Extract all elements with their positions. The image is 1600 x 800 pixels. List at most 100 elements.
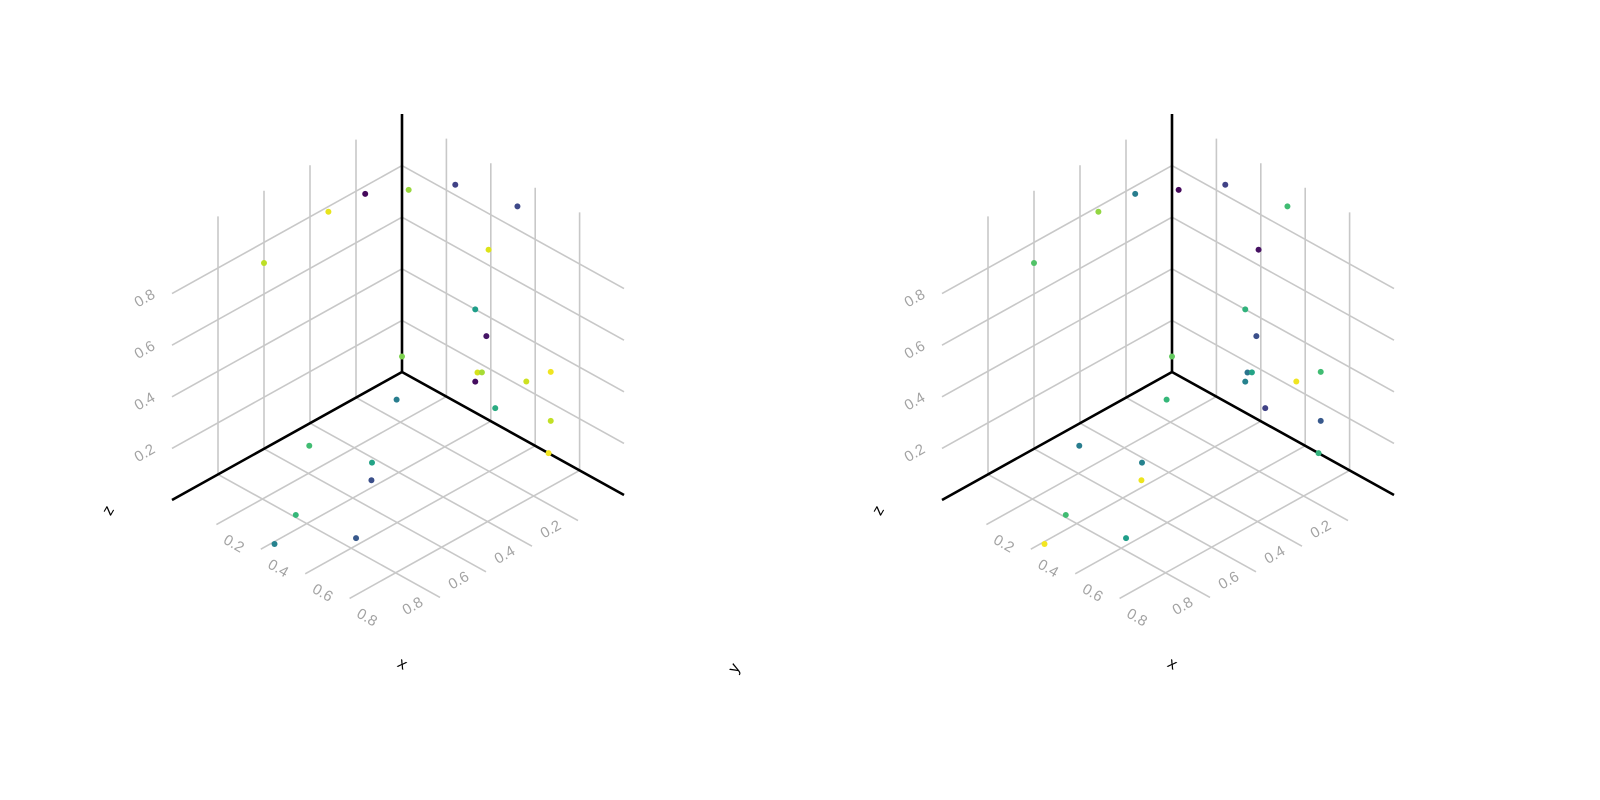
x-axis-label: x [395,655,410,674]
scatter-point [1293,378,1300,385]
floor-grid-y-1 [309,422,533,547]
floor-grid-x-1 [1030,420,1262,550]
scatter-point [1262,405,1269,412]
scatter-point [369,459,375,466]
y-tick-label: 0.8 [1170,594,1197,619]
y-tick-label: 0.8 [400,594,427,619]
floor-grid-x-3 [349,469,580,600]
y-axis-line [171,370,403,502]
scatter-point [472,306,479,313]
scatter-point [306,442,313,449]
x-tick-label: 0.2 [220,531,247,556]
y-tick-label: 0.4 [1262,543,1289,568]
scatter-point [1242,306,1249,313]
scatter-point [368,477,375,484]
scatter-point [545,450,552,457]
scatter3d-panel-right: 0.2 0.4 0.6 0.8 0.2 0.4 0.6 0.8 0.2 0.4 0.6 0.8 x y z [725,114,1395,676]
x-axis-line [401,370,625,497]
z-tick-label: 0.8 [902,286,929,311]
floor-grid-x-3 [1119,469,1350,600]
floor-grid-y-3 [217,473,441,599]
scatter-point [1242,378,1249,385]
scatter-point [523,378,530,385]
scatter-point [514,203,521,210]
scatter-point [1315,450,1322,457]
wall-yz-grid-z-1 [171,268,403,398]
scatter-point [1169,353,1175,360]
scatter-point [405,186,412,193]
scatter-point [1248,369,1255,376]
floor-grid-y-2 [1033,448,1257,573]
scatter-point [1244,369,1251,376]
z-tick-label: 0.6 [902,338,929,363]
floor-grid-y-0 [355,396,579,522]
scatter-point [1253,333,1260,340]
floor-grid-x-0 [216,395,447,526]
scatter-point [1255,246,1262,253]
scatter-point [1284,203,1291,210]
x-tick-label: 0.6 [1079,581,1106,606]
z-tick-label: 0.4 [902,389,929,414]
wall-xz-grid-z-2 [401,216,625,341]
floor-grid-x-2 [304,445,536,575]
scatter-point [1175,186,1182,193]
z-axis-label: z [99,503,118,518]
y-tick-label: 0.6 [446,568,473,593]
wall-xz-grid-z-3 [401,164,625,290]
scatter-point [362,190,369,197]
scatter-point [399,353,405,360]
floor-grid-y-3 [987,473,1211,599]
scatter-point [547,368,554,375]
y-axis-line [941,370,1173,502]
z-tick-label: 0.4 [132,389,159,414]
floor-grid-x-2 [1074,445,1306,575]
scatter-point [1041,541,1048,548]
floor-grid-y-0 [1125,396,1349,522]
scatter-point [353,535,360,542]
wall-yz-grid-z-3 [941,164,1173,295]
scatter-point [1062,511,1069,518]
z-tick-label: 0.2 [902,441,929,466]
x-axis-label: x [1165,655,1180,674]
scatter-point [1076,442,1083,449]
scatter-point [1138,477,1145,484]
scatter-point [1132,190,1139,197]
wall-yz-grid-z-1 [941,268,1173,398]
x-axis-line [1171,370,1395,497]
x-tick-label: 0.2 [990,531,1017,556]
scatter-point [393,396,400,403]
scatter-point [261,260,267,267]
wall-yz-grid-z-3 [171,164,403,295]
y-tick-label: 0.2 [1308,517,1335,542]
wall-xz-grid-z-0 [1171,319,1395,445]
x-tick-label: 0.4 [265,556,292,581]
x-tick-label: 0.6 [309,581,336,606]
scatter-point [1031,260,1037,267]
scatter-point [1222,181,1229,188]
z-axis-label: z [869,503,888,518]
y-tick-label: 0.6 [1216,568,1243,593]
wall-xz-grid-z-2 [1171,216,1395,341]
scatter-point [492,405,499,412]
scatter-point [1123,535,1130,542]
scatter-point [483,333,490,340]
scatter-point [1163,396,1170,403]
wall-yz-grid-z-2 [941,216,1173,346]
floor-grid-y-2 [263,448,487,573]
scatter-point [1317,368,1324,375]
z-tick-label: 0.2 [132,441,159,466]
scatter-point [1095,208,1102,215]
scatter-point [325,208,332,215]
wall-xz-grid-z-0 [401,319,625,445]
x-tick-label: 0.4 [1035,556,1062,581]
wall-yz-grid-z-0 [171,319,403,450]
scatter-point [1317,417,1324,424]
scatter-point [472,378,479,385]
scatter-point [1139,459,1145,466]
scatter-point [452,181,459,188]
scatter-point [478,369,485,376]
wall-yz-grid-z-0 [941,319,1173,450]
wall-xz-grid-z-1 [1171,268,1395,393]
